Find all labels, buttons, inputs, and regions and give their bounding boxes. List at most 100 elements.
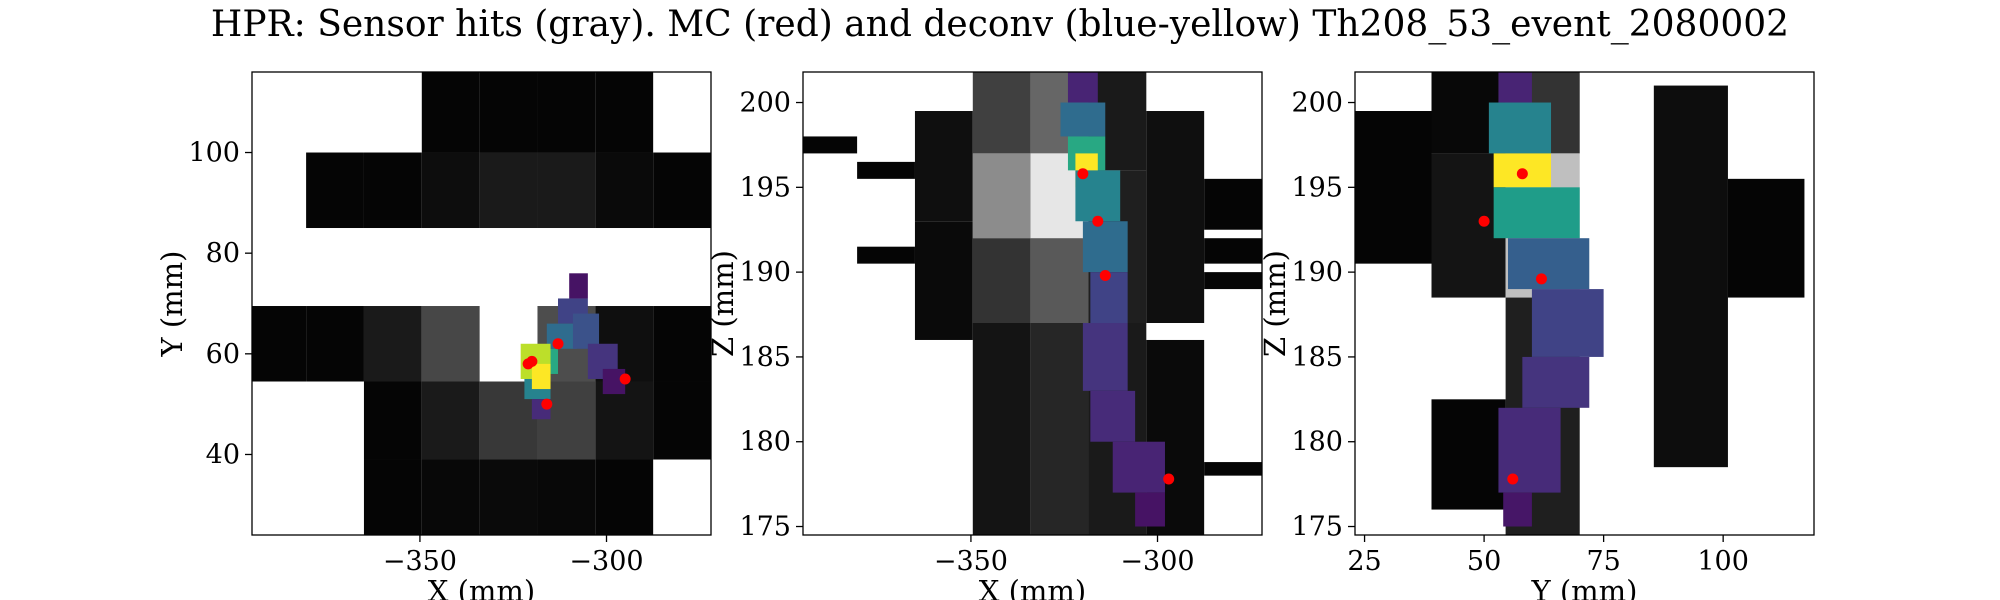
sensor-hit-cell xyxy=(1030,238,1089,324)
deconv-cell xyxy=(1090,272,1128,324)
mc-point xyxy=(619,373,631,385)
sensor-hit-cell xyxy=(306,152,364,229)
sensor-hit-cell xyxy=(1431,399,1506,510)
sensor-hit-cell xyxy=(1727,178,1805,298)
y-axis-label: Y (mm) xyxy=(155,251,189,358)
sensor-hit-cell xyxy=(421,381,480,460)
sensor-hit-cell xyxy=(537,152,596,229)
deconv-cell xyxy=(1493,187,1580,239)
sensor-hit-cell xyxy=(1431,153,1506,298)
sensor-hit-cell xyxy=(595,459,654,535)
x-tick-label: 50 xyxy=(1467,546,1501,577)
x-axis-label: X (mm) xyxy=(979,574,1087,600)
sensor-hit-cell xyxy=(595,72,654,153)
deconv-cell xyxy=(1090,390,1136,442)
mc-point xyxy=(1507,473,1519,485)
deconv-cell xyxy=(569,273,588,299)
sensor-hit-cell xyxy=(1030,323,1089,535)
mc-point xyxy=(541,398,553,410)
sensor-hit-cell xyxy=(252,306,307,382)
sensor-hit-cell xyxy=(363,381,422,460)
sensor-hit-cell xyxy=(421,72,480,153)
x-tick-label: 25 xyxy=(1347,546,1381,577)
deconv-cell xyxy=(531,363,551,390)
sensor-hit-cell xyxy=(537,72,596,153)
sensor-hit-cell xyxy=(363,152,422,229)
deconv-cell xyxy=(1531,289,1604,357)
deconv-cell xyxy=(1060,102,1106,137)
y-tick-label: 180 xyxy=(739,427,791,458)
sensor-hit-cell xyxy=(1204,238,1262,264)
deconv-cell xyxy=(602,368,626,395)
sensor-hit-cell xyxy=(363,306,422,382)
sensor-hit-cell xyxy=(421,152,480,229)
sensor-hit-cell xyxy=(1146,111,1205,324)
x-tick-label: 100 xyxy=(1697,546,1749,577)
x-tick-label: −300 xyxy=(569,546,643,577)
y-tick-label: 190 xyxy=(1291,257,1343,288)
sensor-hit-cell xyxy=(306,306,364,382)
y-tick-label: 80 xyxy=(206,238,240,269)
sensor-hit-cell xyxy=(857,161,915,179)
sensor-hit-cell xyxy=(537,459,596,535)
y-tick-label: 185 xyxy=(739,342,791,373)
y-tick-label: 195 xyxy=(1291,172,1343,203)
y-axis-label: Z (mm) xyxy=(706,250,740,357)
sensor-hit-cell xyxy=(653,152,711,229)
sensor-hit-cell xyxy=(1204,272,1262,290)
plot-area xyxy=(252,72,711,535)
deconv-cell xyxy=(1082,323,1128,391)
sensor-hit-cell xyxy=(421,459,480,535)
mc-point xyxy=(1099,270,1111,282)
y-tick-label: 190 xyxy=(739,257,791,288)
axes-frame xyxy=(251,71,712,536)
sensor-hit-cell xyxy=(421,306,480,382)
sensor-hit-cell xyxy=(653,306,711,382)
mc-point xyxy=(1535,273,1547,285)
sensor-hit-cell xyxy=(914,221,973,340)
x-tick-label: −300 xyxy=(1120,546,1194,577)
x-tick-label: −350 xyxy=(934,546,1008,577)
axes-frame xyxy=(1354,71,1815,536)
sensor-hit-cell xyxy=(653,381,711,460)
y-tick-label: 100 xyxy=(188,138,240,169)
deconv-cell xyxy=(1135,492,1165,527)
subplot-2: −350 −300 175 180 185 190 195 200 X (mm) Z (mm) xyxy=(706,71,1263,600)
mc-point xyxy=(1478,215,1490,227)
deconv-cell xyxy=(1112,441,1165,493)
sensor-hit-cell xyxy=(1355,111,1432,264)
y-tick-label: 185 xyxy=(1291,342,1343,373)
x-tick-label: −350 xyxy=(383,546,457,577)
mc-point xyxy=(1077,168,1089,180)
sensor-hit-cell xyxy=(1204,178,1262,230)
y-tick-label: 200 xyxy=(1291,88,1343,119)
y-tick-label: 175 xyxy=(1291,512,1343,543)
axes-frame xyxy=(802,71,1263,536)
x-axis-label: Y (mm) xyxy=(1531,574,1638,600)
sensor-hit-cell xyxy=(479,152,538,229)
y-tick-label: 175 xyxy=(739,512,791,543)
mc-point xyxy=(1092,215,1104,227)
sensor-hit-cell xyxy=(363,459,422,535)
plot-area xyxy=(1355,72,1814,535)
y-tick-label: 40 xyxy=(206,439,240,470)
sensor-hit-cell xyxy=(803,136,858,154)
deconv-cell xyxy=(572,313,600,349)
mc-point xyxy=(522,358,534,370)
y-tick-label: 180 xyxy=(1291,427,1343,458)
mc-point xyxy=(552,338,564,350)
sensor-hit-cell xyxy=(914,111,973,222)
deconv-cell xyxy=(1503,492,1532,527)
sensor-hit-cell xyxy=(479,72,538,153)
subplot-3: 25 50 75 100 175 180 185 190 195 200 Y (mm) Z (mm) xyxy=(1258,71,1815,600)
deconv-cell xyxy=(1082,221,1128,273)
sensor-hit-cell xyxy=(972,72,1031,154)
sensor-hit-cell xyxy=(479,459,538,535)
deconv-cell xyxy=(1498,72,1532,103)
y-axis-label: Z (mm) xyxy=(1258,250,1292,357)
mc-point xyxy=(1163,473,1175,485)
y-tick-label: 200 xyxy=(739,88,791,119)
deconv-cell xyxy=(1488,102,1552,154)
mc-point xyxy=(1516,168,1528,180)
